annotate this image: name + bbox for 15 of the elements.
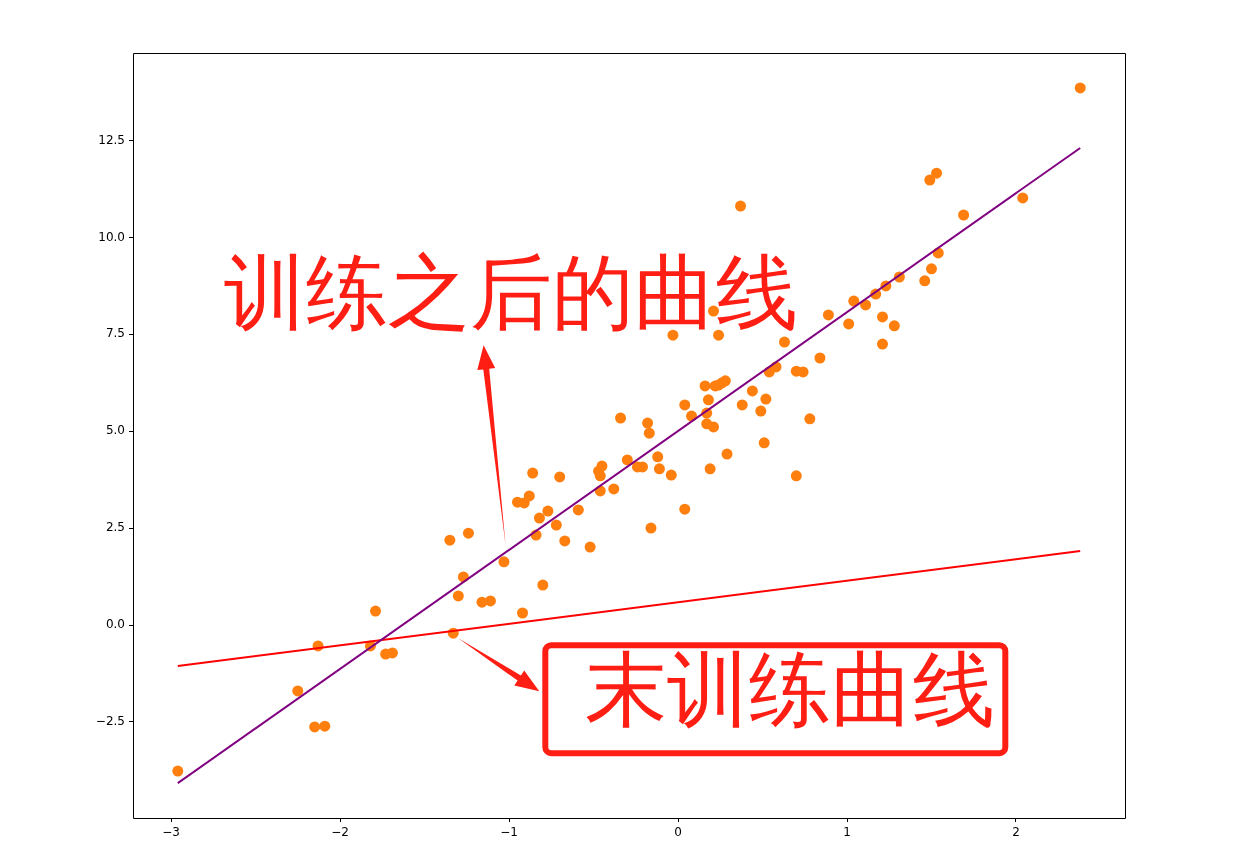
x-tick-label: 1	[843, 825, 851, 840]
annotation: 末训练曲线	[585, 642, 996, 738]
x-tick-label: 0	[674, 825, 682, 840]
y-tick-label: 12.5	[98, 132, 125, 147]
x-tick-label: −3	[162, 825, 180, 840]
x-tick-label: −2	[331, 825, 349, 840]
y-tick-label: 0.0	[105, 617, 125, 632]
y-tick-label: −2.5	[95, 714, 125, 729]
x-tick-label: −1	[500, 825, 518, 840]
y-tick-label: 7.5	[105, 326, 125, 341]
x-tick-label: 2	[1012, 825, 1020, 840]
y-tick-label: 5.0	[105, 423, 125, 438]
y-tick-label: 10.0	[98, 229, 125, 244]
annotation: 训练之后的曲线	[223, 245, 798, 341]
y-tick-label: 2.5	[105, 520, 125, 535]
